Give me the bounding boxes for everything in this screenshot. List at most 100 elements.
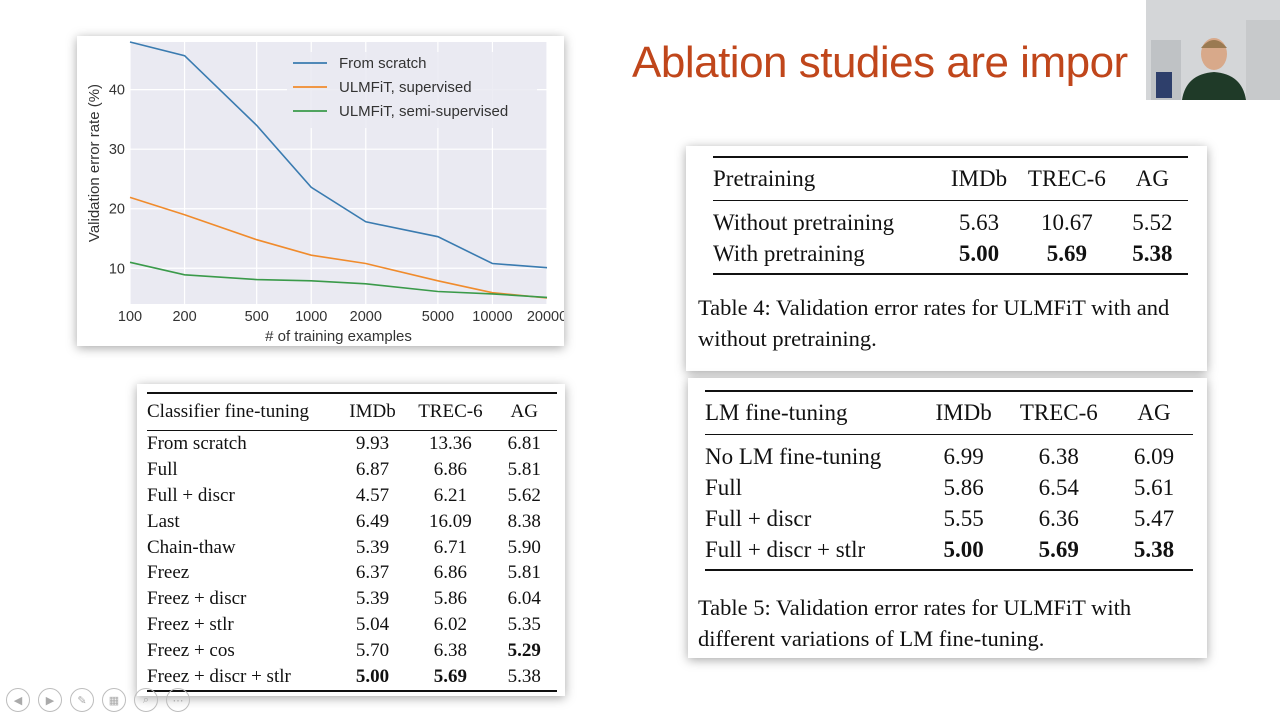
value-cell: 6.86 — [433, 562, 468, 584]
table-row: Full + discr 5.55 6.36 5.47 — [705, 503, 1193, 534]
table-row: Full + discr + stlr 5.00 5.69 5.38 — [705, 534, 1193, 571]
value-cell: 5.00 — [924, 534, 1003, 571]
header-cell: IMDb — [924, 390, 1003, 435]
error-rate-chart: 100 200 500 1000 2000 5000 10000 20000 10 20 30 40 #… — [77, 36, 564, 346]
table-row: Freez 6.37 6.86 5.81 — [147, 560, 557, 586]
row-label-cell: Full — [705, 474, 743, 500]
previous-slide-icon[interactable]: ◀ — [6, 688, 30, 712]
value-cell: 6.71 — [433, 536, 468, 558]
x-tick-label: 5000 — [422, 309, 454, 325]
row-label-cell: Without pretraining — [713, 209, 895, 235]
pretraining-table: Pretraining IMDb TREC-6 AG Without pretraini… — [713, 156, 1188, 275]
row-label-cell: Freez + discr — [147, 588, 247, 610]
value-cell: 6.04 — [507, 588, 541, 610]
value-cell: 6.99 — [943, 443, 984, 469]
classifier-finetuning-table: Classifier fine-tuning IMDb TREC-6 AG From s… — [147, 392, 557, 692]
table-row: Full + discr 4.57 6.21 5.62 — [147, 483, 557, 509]
header-cell: TREC-6 — [1017, 156, 1117, 201]
slides-grid-icon[interactable]: ▦ — [102, 688, 126, 712]
header-cell: TREC-6 — [409, 392, 492, 431]
x-tick-label: 20000 — [527, 309, 564, 325]
series-line-1 — [129, 41, 548, 269]
row-label-cell: Freez + discr + stlr — [147, 664, 336, 692]
row-label-cell: From scratch — [147, 432, 247, 454]
header-cell: IMDb — [941, 156, 1017, 201]
presenter-figure-icon — [1146, 0, 1280, 100]
value-cell: 5.00 — [941, 238, 1017, 275]
y-tick-label: 10 — [109, 261, 125, 277]
x-tick-label: 2000 — [350, 309, 382, 325]
row-label-cell: Chain-thaw — [147, 536, 236, 558]
x-tick-label: 500 — [245, 309, 269, 325]
value-cell: 6.81 — [507, 432, 541, 454]
value-cell: 6.38 — [433, 640, 468, 662]
y-tick-label: 20 — [109, 202, 125, 218]
row-label-cell: No LM fine-tuning — [705, 443, 882, 469]
value-cell: 6.86 — [433, 458, 468, 480]
value-cell: 5.69 — [1002, 534, 1115, 571]
slideshow-controls: ◀ ▶ ✎ ▦ ⌕ ⋯ — [6, 688, 190, 714]
value-cell: 6.38 — [1038, 443, 1079, 469]
value-cell: 5.61 — [1133, 474, 1175, 500]
y-tick-label: 40 — [109, 83, 125, 99]
y-tick-label: 30 — [109, 142, 125, 158]
x-axis-label: # of training examples — [265, 328, 412, 345]
zoom-icon[interactable]: ⌕ — [134, 688, 158, 712]
pen-icon[interactable]: ✎ — [70, 688, 94, 712]
value-cell: 5.63 — [958, 209, 1000, 235]
value-cell: 5.55 — [943, 505, 984, 531]
value-cell: 5.38 — [1116, 238, 1188, 275]
header-cell: Pretraining — [713, 156, 941, 201]
value-cell: 5.62 — [507, 484, 541, 506]
value-cell: 16.09 — [429, 510, 472, 532]
value-cell: 4.57 — [355, 484, 390, 506]
value-cell: 5.29 — [507, 640, 541, 662]
value-cell: 5.81 — [507, 458, 541, 480]
more-options-icon[interactable]: ⋯ — [166, 688, 190, 712]
header-cell: Classifier fine-tuning — [147, 392, 336, 431]
table-header-row: Classifier fine-tuning IMDb TREC-6 AG — [147, 392, 557, 431]
presenter-webcam — [1146, 0, 1280, 100]
pretraining-table-card: Pretraining IMDb TREC-6 AG Without pretraini… — [686, 146, 1207, 371]
table-row: With pretraining 5.00 5.69 5.38 — [713, 238, 1188, 275]
legend-entry-2: ULMFiT, supervised — [339, 79, 472, 96]
legend-entry-1: From scratch — [339, 55, 427, 72]
x-tick-label: 200 — [172, 309, 196, 325]
row-label-cell: Freez — [147, 562, 190, 584]
x-tick-label: 10000 — [472, 309, 512, 325]
y-axis-label: Validation error rate (%) — [86, 84, 103, 242]
value-cell: 6.09 — [1133, 443, 1175, 469]
value-cell: 9.93 — [355, 432, 390, 454]
value-cell: 8.38 — [507, 510, 541, 532]
header-cell: AG — [1114, 390, 1193, 435]
lm-finetuning-table-card: LM fine-tuning IMDb TREC-6 AG No LM fine-tun… — [688, 378, 1207, 658]
value-cell: 5.00 — [335, 664, 410, 692]
header-cell: LM fine-tuning — [705, 390, 925, 435]
value-cell: 5.47 — [1133, 505, 1175, 531]
table-row: From scratch 9.93 13.36 6.81 — [147, 431, 557, 457]
row-label-cell: Freez + stlr — [147, 614, 234, 636]
header-cell: IMDb — [335, 392, 410, 431]
table-row: Full 6.87 6.86 5.81 — [147, 457, 557, 483]
value-cell: 5.70 — [355, 640, 390, 662]
row-label-cell: Full + discr — [705, 505, 812, 531]
lm-finetuning-table: LM fine-tuning IMDb TREC-6 AG No LM fine-tun… — [705, 390, 1193, 571]
x-tick-label: 1000 — [295, 309, 327, 325]
table-row: No LM fine-tuning 6.99 6.38 6.09 — [705, 435, 1193, 473]
value-cell: 6.54 — [1038, 474, 1079, 500]
value-cell: 5.38 — [1114, 534, 1193, 571]
table-header-row: LM fine-tuning IMDb TREC-6 AG — [705, 390, 1193, 435]
value-cell: 5.52 — [1132, 209, 1173, 235]
next-slide-icon[interactable]: ▶ — [38, 688, 62, 712]
value-cell: 6.87 — [355, 458, 390, 480]
table-row: Freez + stlr 5.04 6.02 5.35 — [147, 612, 557, 638]
table-row: Freez + cos 5.70 6.38 5.29 — [147, 638, 557, 664]
value-cell: 5.86 — [433, 588, 468, 610]
legend-box — [287, 52, 537, 128]
row-label-cell: Full — [147, 458, 178, 480]
header-cell: AG — [491, 392, 557, 431]
row-label-cell: Freez + cos — [147, 640, 235, 662]
legend-entry-3: ULMFiT, semi-supervised — [339, 103, 508, 120]
value-cell: 5.39 — [355, 536, 390, 558]
x-tick-label: 100 — [118, 309, 142, 325]
